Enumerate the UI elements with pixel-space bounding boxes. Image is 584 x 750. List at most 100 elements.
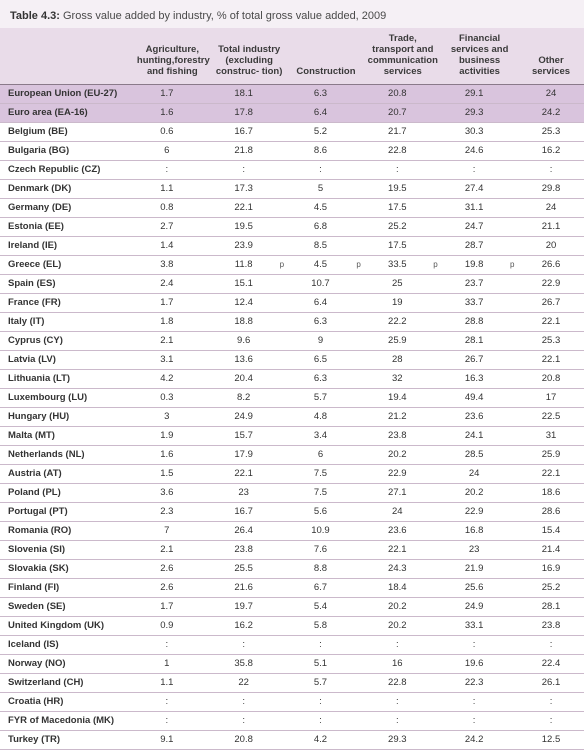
cell-flag — [430, 122, 441, 141]
row-label: European Union (EU-27) — [0, 84, 134, 103]
cell-flag — [507, 464, 518, 483]
table-row: Austria (AT)1.522.17.522.92422.1 — [0, 464, 584, 483]
cell-value: 4.8 — [288, 407, 354, 426]
cell-flag — [277, 84, 288, 103]
cell-value: 2.1 — [134, 331, 200, 350]
row-label: Euro area (EA-16) — [0, 103, 134, 122]
cell-flag — [277, 122, 288, 141]
cell-value: 16.3 — [441, 369, 507, 388]
cell-value: 2.3 — [134, 502, 200, 521]
cell-flag — [353, 141, 364, 160]
cell-value: 22 — [211, 673, 277, 692]
cell-value: 22.8 — [364, 141, 430, 160]
row-label: Poland (PL) — [0, 483, 134, 502]
cell-value: 12.5 — [518, 730, 584, 749]
cell-flag: p — [353, 255, 364, 274]
cell-flag — [353, 312, 364, 331]
cell-value: 7.5 — [288, 483, 354, 502]
cell-value: 23 — [441, 540, 507, 559]
cell-flag — [507, 312, 518, 331]
cell-flag — [353, 426, 364, 445]
cell-flag — [507, 521, 518, 540]
cell-value: 24 — [441, 464, 507, 483]
cell-flag — [277, 578, 288, 597]
cell-value: : — [288, 692, 354, 711]
cell-value: : — [364, 711, 430, 730]
table-row: Slovakia (SK)2.625.58.824.321.916.9 — [0, 559, 584, 578]
cell-value: 26.4 — [211, 521, 277, 540]
cell-flag — [507, 635, 518, 654]
cell-value: 49.4 — [441, 388, 507, 407]
table-row: Romania (RO)726.410.923.616.815.4 — [0, 521, 584, 540]
cell-value: 24.2 — [518, 103, 584, 122]
cell-value: 27.4 — [441, 179, 507, 198]
cell-flag — [277, 502, 288, 521]
row-label: Italy (IT) — [0, 312, 134, 331]
cell-value: 27.1 — [364, 483, 430, 502]
cell-flag — [507, 559, 518, 578]
cell-value: 5.7 — [288, 673, 354, 692]
cell-flag — [353, 293, 364, 312]
cell-flag — [200, 540, 211, 559]
cell-flag — [200, 483, 211, 502]
cell-flag — [430, 160, 441, 179]
cell-flag — [200, 103, 211, 122]
cell-flag — [353, 559, 364, 578]
row-label: Spain (ES) — [0, 274, 134, 293]
table-row: Estonia (EE)2.719.56.825.224.721.1 — [0, 217, 584, 236]
cell-flag — [507, 236, 518, 255]
cell-value: : — [518, 692, 584, 711]
table-row: Norway (NO)135.85.11619.622.4 — [0, 654, 584, 673]
cell-flag — [200, 711, 211, 730]
cell-value: 19.5 — [211, 217, 277, 236]
cell-value: 17.3 — [211, 179, 277, 198]
cell-value: : — [518, 635, 584, 654]
row-label: Croatia (HR) — [0, 692, 134, 711]
cell-value: 22.8 — [364, 673, 430, 692]
cell-value: 23.6 — [441, 407, 507, 426]
cell-flag — [507, 445, 518, 464]
cell-flag — [200, 521, 211, 540]
cell-flag — [353, 179, 364, 198]
row-label: Iceland (IS) — [0, 635, 134, 654]
cell-value: 21.2 — [364, 407, 430, 426]
cell-flag — [353, 388, 364, 407]
cell-value: 21.1 — [518, 217, 584, 236]
cell-value: 20.7 — [364, 103, 430, 122]
cell-flag — [507, 122, 518, 141]
cell-value: 6.7 — [288, 578, 354, 597]
cell-value: 3.6 — [134, 483, 200, 502]
cell-flag — [200, 388, 211, 407]
cell-flag — [200, 236, 211, 255]
cell-flag — [507, 730, 518, 749]
cell-value: 18.6 — [518, 483, 584, 502]
cell-flag — [353, 673, 364, 692]
cell-flag — [200, 179, 211, 198]
cell-flag — [277, 692, 288, 711]
table-row: Lithuania (LT)4.220.46.33216.320.8 — [0, 369, 584, 388]
table-row: Denmark (DK)1.117.3519.527.429.8 — [0, 179, 584, 198]
cell-value: 1.7 — [134, 293, 200, 312]
cell-flag — [353, 483, 364, 502]
cell-value: : — [211, 711, 277, 730]
cell-flag — [507, 673, 518, 692]
row-label: Netherlands (NL) — [0, 445, 134, 464]
cell-value: 25 — [364, 274, 430, 293]
cell-value: 2.6 — [134, 559, 200, 578]
cell-value: 6.4 — [288, 103, 354, 122]
table-row: Slovenia (SI)2.123.87.622.12321.4 — [0, 540, 584, 559]
cell-flag — [200, 407, 211, 426]
cell-flag — [507, 369, 518, 388]
cell-value: 30.3 — [441, 122, 507, 141]
cell-value: 2.4 — [134, 274, 200, 293]
cell-value: 16.7 — [211, 122, 277, 141]
cell-value: 1.6 — [134, 103, 200, 122]
cell-value: 17.5 — [364, 236, 430, 255]
cell-flag — [507, 217, 518, 236]
cell-value: 19 — [364, 293, 430, 312]
row-label: Ireland (IE) — [0, 236, 134, 255]
table-row: Switzerland (CH)1.1225.722.822.326.1 — [0, 673, 584, 692]
row-label: Luxembourg (LU) — [0, 388, 134, 407]
cell-value: 23.9 — [211, 236, 277, 255]
cell-value: 17.8 — [211, 103, 277, 122]
